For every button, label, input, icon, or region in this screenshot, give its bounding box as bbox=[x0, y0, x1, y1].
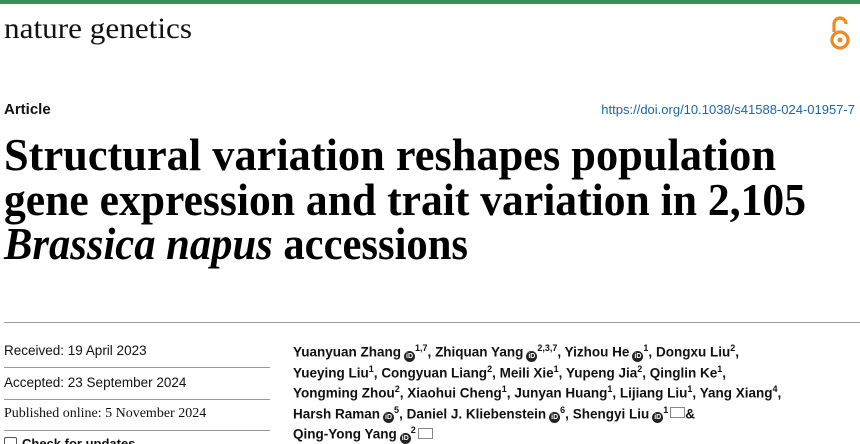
affiliation: 5 bbox=[394, 404, 400, 415]
author-name: Xiaohui Cheng bbox=[407, 385, 502, 401]
affiliation: 1 bbox=[368, 363, 374, 374]
check-updates-text: Check for updates bbox=[22, 436, 136, 444]
author-name: Yuanyuan Zhang bbox=[293, 344, 402, 360]
mail-icon bbox=[670, 407, 686, 418]
separator: , bbox=[399, 406, 403, 421]
author-name: Yizhou He bbox=[564, 344, 630, 360]
mail-icon bbox=[417, 427, 433, 439]
author-line: Yueying Liu1, Congyuan Liang2, Meili Xie… bbox=[293, 364, 726, 381]
affiliation: 1 bbox=[607, 384, 613, 394]
affiliation: 2 bbox=[487, 363, 493, 374]
date-rule bbox=[4, 430, 270, 431]
date-rule bbox=[4, 398, 270, 400]
date: Accepted: 23 September 2024 bbox=[4, 374, 187, 390]
separator bbox=[4, 322, 860, 323]
title-line: gene expression and trait variation in 2… bbox=[4, 174, 806, 225]
affiliation: 1 bbox=[663, 404, 669, 415]
separator: , bbox=[777, 385, 782, 401]
separator: , bbox=[642, 365, 646, 380]
orcid-icon[interactable]: iD bbox=[632, 350, 644, 362]
author-name: Yang Xiang bbox=[699, 385, 773, 401]
affiliation: 2,3,7 bbox=[537, 343, 558, 353]
author-line: Harsh Raman iD5, Daniel J. Kliebenstein iD… bbox=[293, 404, 695, 423]
affiliation: 1,7 bbox=[415, 343, 428, 353]
author-name: Qinglin Ke bbox=[649, 365, 718, 380]
separator: , bbox=[692, 385, 697, 401]
separator: , bbox=[558, 365, 563, 380]
author-line: Yongming Zhou2, Xiaohui Cheng1, Junyan H… bbox=[293, 384, 781, 401]
separator: , bbox=[373, 365, 378, 380]
author-name: Lijiang Liu bbox=[619, 385, 688, 401]
author-name: Yongming Zhou bbox=[293, 385, 395, 401]
journal-name: nature genetics bbox=[4, 12, 192, 45]
separator: , bbox=[427, 344, 432, 360]
affiliation: 2 bbox=[730, 343, 736, 353]
affiliation: 2 bbox=[394, 384, 400, 394]
author-name: Qing-Yong Yang bbox=[293, 426, 397, 442]
doi-link[interactable]: https://doi.org/10.1038/s41588-024-01957… bbox=[601, 102, 855, 117]
affiliation: 1 bbox=[553, 363, 559, 374]
title-italic: Brassica napus bbox=[3, 218, 273, 269]
orcid-icon[interactable]: iD bbox=[652, 412, 664, 423]
separator: , bbox=[648, 344, 653, 360]
affiliation: 4 bbox=[772, 384, 778, 394]
title-end: accessions bbox=[283, 218, 468, 269]
separator: , bbox=[506, 385, 511, 401]
title-line: Structural variation reshapes population bbox=[4, 129, 776, 180]
separator: , bbox=[722, 365, 727, 380]
article-type: Article bbox=[4, 101, 51, 118]
author-line: Yuanyuan Zhang iD1,7, Zhiquan Yang iD2,3,7… bbox=[293, 343, 739, 362]
header-svg: nature genetics Structural variation res… bbox=[3, 12, 850, 269]
separator: , bbox=[612, 385, 617, 401]
author-name: Junyan Huang bbox=[514, 385, 608, 401]
separator: , bbox=[735, 344, 739, 360]
check-updates[interactable]: Check for updates bbox=[4, 436, 135, 444]
separator: , bbox=[565, 406, 569, 421]
affiliation: 2 bbox=[637, 363, 643, 374]
author-line: Qing-Yong Yang iD2 bbox=[293, 425, 433, 444]
title-line: Brassica napus accessions bbox=[3, 218, 468, 269]
affiliation: 1 bbox=[687, 384, 693, 394]
author-name: Daniel J. Kliebenstein bbox=[406, 406, 547, 421]
separator: , bbox=[492, 365, 496, 380]
author-name: Meili Xie bbox=[499, 365, 554, 380]
date: Published online: 5 November 2024 bbox=[4, 406, 207, 421]
orcid-icon[interactable]: iD bbox=[404, 350, 416, 362]
top-bar bbox=[0, 0, 860, 4]
author-name: Dongxu Liu bbox=[655, 344, 731, 360]
date: Received: 19 April 2023 bbox=[4, 343, 147, 358]
separator: , bbox=[399, 385, 404, 401]
orcid-icon[interactable]: iD bbox=[526, 350, 538, 362]
separator: & bbox=[685, 406, 695, 421]
affiliation: 2 bbox=[410, 425, 416, 435]
open-access-dot bbox=[837, 37, 843, 43]
date-rule bbox=[4, 367, 270, 368]
author-name: Yueying Liu bbox=[293, 365, 369, 380]
affiliation: 6 bbox=[560, 404, 566, 415]
orcid-icon[interactable]: iD bbox=[399, 432, 411, 444]
author-name: Harsh Raman bbox=[293, 406, 381, 421]
separator: , bbox=[557, 344, 562, 360]
author-name: Yupeng Jia bbox=[565, 365, 638, 380]
author-name: Congyuan Liang bbox=[381, 365, 488, 380]
affiliation: 1 bbox=[717, 363, 723, 374]
open-access-icon bbox=[830, 16, 850, 50]
affiliation: 1 bbox=[643, 343, 649, 353]
author-name: Shengyi Liu bbox=[572, 406, 650, 421]
orcid-icon[interactable]: iD bbox=[549, 412, 561, 423]
affiliation: 1 bbox=[501, 384, 507, 394]
author-name: Zhiquan Yang bbox=[435, 344, 524, 360]
orcid-icon[interactable]: iD bbox=[383, 412, 395, 423]
